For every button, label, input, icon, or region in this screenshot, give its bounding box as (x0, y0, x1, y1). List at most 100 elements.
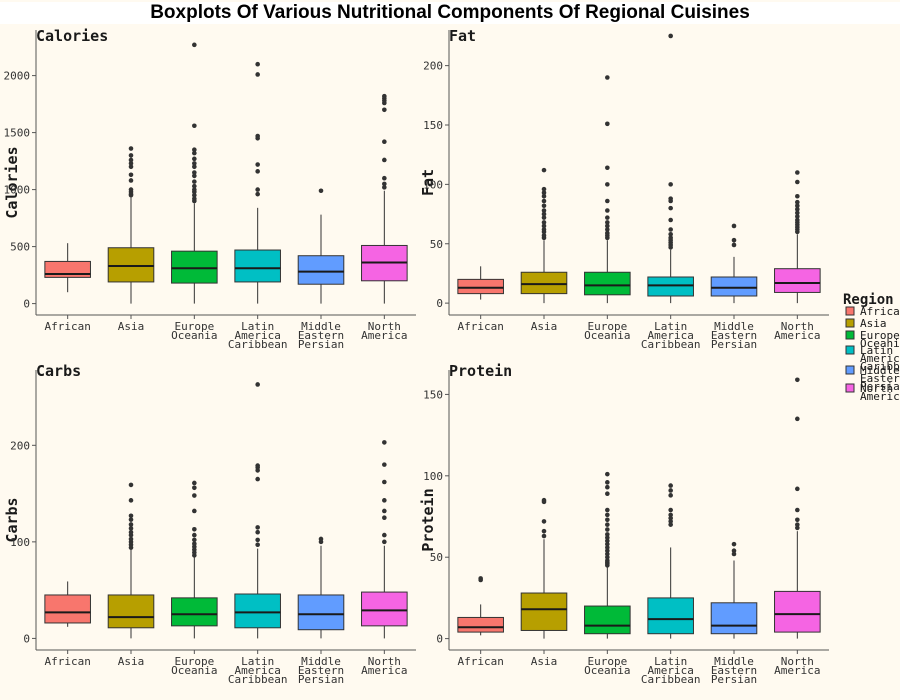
box-iqr (107, 247, 155, 283)
y-tick-label: 2000 (4, 70, 31, 83)
outlier-point (255, 187, 260, 192)
x-tick-label: Middle Eastern Persian (298, 655, 344, 686)
outlier-point (605, 227, 610, 232)
legend-label-line: Asia (860, 317, 887, 330)
x-tick-label: Latin America Caribbean (641, 320, 701, 351)
legend-label-line: Europe (860, 329, 900, 342)
outlier-point (795, 525, 800, 531)
outlier-point (795, 377, 800, 383)
outlier-point (192, 173, 197, 179)
x-tick-label: Europe Oceania (584, 655, 630, 677)
x-tick-label: Asia (118, 320, 145, 333)
outlier-point (668, 519, 673, 524)
box-5 (774, 170, 821, 304)
box-iqr (234, 249, 281, 283)
y-tick-label: 0 (23, 632, 30, 645)
x-tick-line: Caribbean (228, 673, 288, 686)
box-0 (44, 581, 91, 627)
outlier-point (541, 215, 547, 220)
box-iqr (171, 597, 218, 627)
outlier-point (541, 233, 547, 238)
x-tick-line: Persian (711, 338, 757, 351)
x-tick-label: African (44, 655, 90, 668)
x-tick-label: North America (361, 655, 407, 677)
x-tick-line: Persian (711, 673, 757, 686)
outlier-point (605, 471, 610, 477)
outlier-point (731, 551, 737, 557)
box-iqr (520, 592, 568, 631)
outlier-point (128, 517, 134, 522)
box-iqr (234, 593, 281, 629)
legend-swatch (845, 306, 855, 316)
outlier-point (668, 483, 673, 488)
outlier-point (255, 191, 260, 197)
outlier-point (795, 517, 800, 523)
x-tick-line: America (647, 329, 693, 342)
outlier-point (795, 416, 800, 422)
outlier-point (605, 215, 610, 220)
outlier-point (192, 537, 197, 543)
x-tick-line: Oceania (584, 664, 630, 677)
outlier-point (795, 193, 800, 199)
legend-label-line: Middle (860, 364, 900, 377)
outlier-point (128, 536, 134, 542)
x-tick-line: Latin (654, 320, 687, 333)
outlier-point (382, 93, 387, 99)
outlier-point (382, 498, 387, 503)
x-tick-line: African (457, 320, 503, 333)
box-4 (297, 536, 345, 639)
outlier-point (668, 515, 673, 521)
outlier-point (795, 170, 800, 175)
x-tick-line: Oceania (171, 329, 217, 342)
outlier-point (255, 162, 260, 167)
outlier-point (605, 208, 610, 213)
outlier-point (541, 208, 547, 213)
x-tick-line: Asia (118, 655, 145, 668)
box-iqr (520, 271, 568, 295)
x-tick-label: Latin America Caribbean (228, 320, 288, 351)
outlier-point (605, 198, 610, 204)
outlier-point (382, 508, 387, 514)
legend-label-line: America (860, 390, 900, 403)
outlier-point (605, 545, 610, 550)
y-tick-label: 200 (423, 60, 443, 73)
box-3 (647, 483, 694, 639)
box-iqr (457, 616, 504, 633)
outlier-point (128, 146, 134, 151)
outlier-point (255, 542, 260, 548)
box-iqr (44, 594, 91, 624)
box-0 (457, 266, 504, 300)
outlier-point (255, 72, 260, 77)
outlier-point (192, 156, 197, 162)
x-tick-line: Eastern (298, 664, 344, 677)
box-1 (107, 146, 155, 304)
outlier-point (605, 558, 610, 563)
outlier-point (192, 532, 197, 538)
y-axis-label: Calories (3, 146, 21, 218)
outlier-point (255, 529, 260, 535)
box-3 (234, 382, 281, 639)
box-3 (647, 33, 694, 304)
outlier-point (192, 147, 197, 152)
box-iqr (44, 260, 91, 278)
box-1 (520, 497, 568, 639)
outlier-point (128, 498, 134, 503)
outlier-point (382, 515, 387, 521)
outlier-point (318, 536, 324, 542)
x-tick-line: Europe (587, 320, 627, 333)
x-tick-line: African (44, 655, 90, 668)
panel-carbs: Carbs Carbs 0 100 200 African Asia Europe Oceani… (3, 362, 416, 686)
x-tick-line: Middle (301, 655, 341, 668)
x-tick-line: America (647, 664, 693, 677)
x-tick-line: Oceania (584, 329, 630, 342)
box-4 (710, 541, 758, 639)
outlier-point (382, 175, 387, 181)
x-tick-line: Middle (714, 320, 754, 333)
outlier-point (731, 237, 737, 243)
x-tick-label: African (457, 655, 503, 668)
outlier-point (605, 548, 610, 553)
outlier-point (668, 227, 673, 232)
outlier-point (541, 190, 547, 195)
